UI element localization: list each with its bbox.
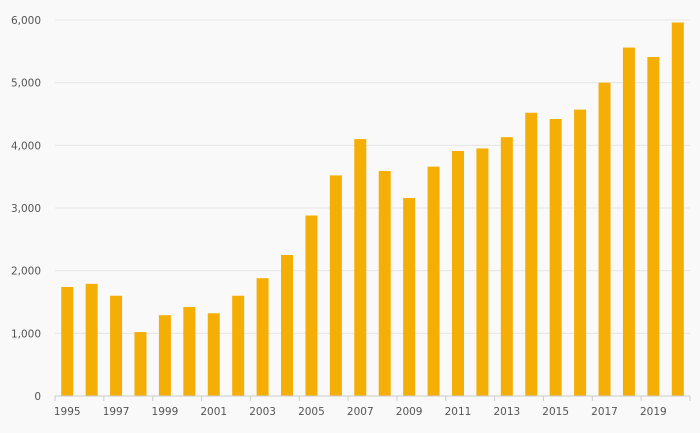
bar-2007 [354, 139, 367, 397]
bar-2001 [207, 313, 220, 396]
y-tick-label: 5,000 [11, 78, 41, 90]
y-tick-label: 4,000 [11, 140, 41, 152]
bar-2009 [403, 197, 416, 396]
y-axis-ticks: 0 1,000 2,000 3,000 4,000 5,000 6,000 [11, 15, 41, 403]
gridlines [55, 19, 690, 334]
x-tick-label: 1997 [103, 406, 130, 418]
x-tick-label: 2013 [493, 406, 520, 418]
bar-2020 [671, 22, 684, 397]
bar-2012 [476, 148, 489, 396]
bar-2017 [598, 82, 611, 397]
bar-2018 [622, 47, 635, 396]
bar-2014 [525, 112, 538, 396]
x-tick-label: 2015 [542, 406, 569, 418]
bar-2013 [500, 137, 513, 397]
bar-1999 [158, 315, 171, 396]
x-tick-label: 2011 [445, 406, 472, 418]
x-axis [54, 395, 691, 401]
x-axis-ticks: 1995 1997 1999 2001 2003 2005 2007 2009 2011 2013… [54, 406, 667, 418]
bar-1996 [85, 283, 98, 396]
y-tick-label: 6,000 [11, 15, 41, 27]
bar-2010 [427, 166, 440, 396]
bar-2008 [378, 171, 391, 396]
bar-1995 [61, 286, 74, 396]
bar-2002 [232, 295, 245, 396]
bar-2011 [451, 150, 464, 396]
y-tick-label: 3,000 [11, 203, 41, 215]
x-tick-label: 2001 [200, 406, 227, 418]
x-tick-label: 1995 [54, 406, 81, 418]
bar-2006 [329, 175, 342, 396]
x-tick-label: 2007 [347, 406, 374, 418]
bars [61, 22, 684, 397]
y-tick-label: 0 [34, 391, 41, 403]
y-tick-label: 1,000 [11, 328, 41, 340]
bar-2016 [574, 109, 587, 396]
bar-2015 [549, 119, 562, 396]
bar-2004 [281, 255, 294, 396]
y-tick-label: 2,000 [11, 266, 41, 278]
bar-2019 [647, 56, 660, 397]
bar-2005 [305, 215, 318, 396]
x-tick-label: 2005 [298, 406, 325, 418]
bar-1998 [134, 332, 147, 396]
x-tick-label: 1999 [152, 406, 179, 418]
x-tick-label: 2003 [249, 406, 276, 418]
x-tick-label: 2019 [640, 406, 667, 418]
bar-2003 [256, 278, 269, 396]
bar-2000 [183, 307, 196, 396]
x-tick-label: 2017 [591, 406, 618, 418]
x-tick-label: 2009 [396, 406, 423, 418]
bar-1997 [110, 295, 123, 396]
